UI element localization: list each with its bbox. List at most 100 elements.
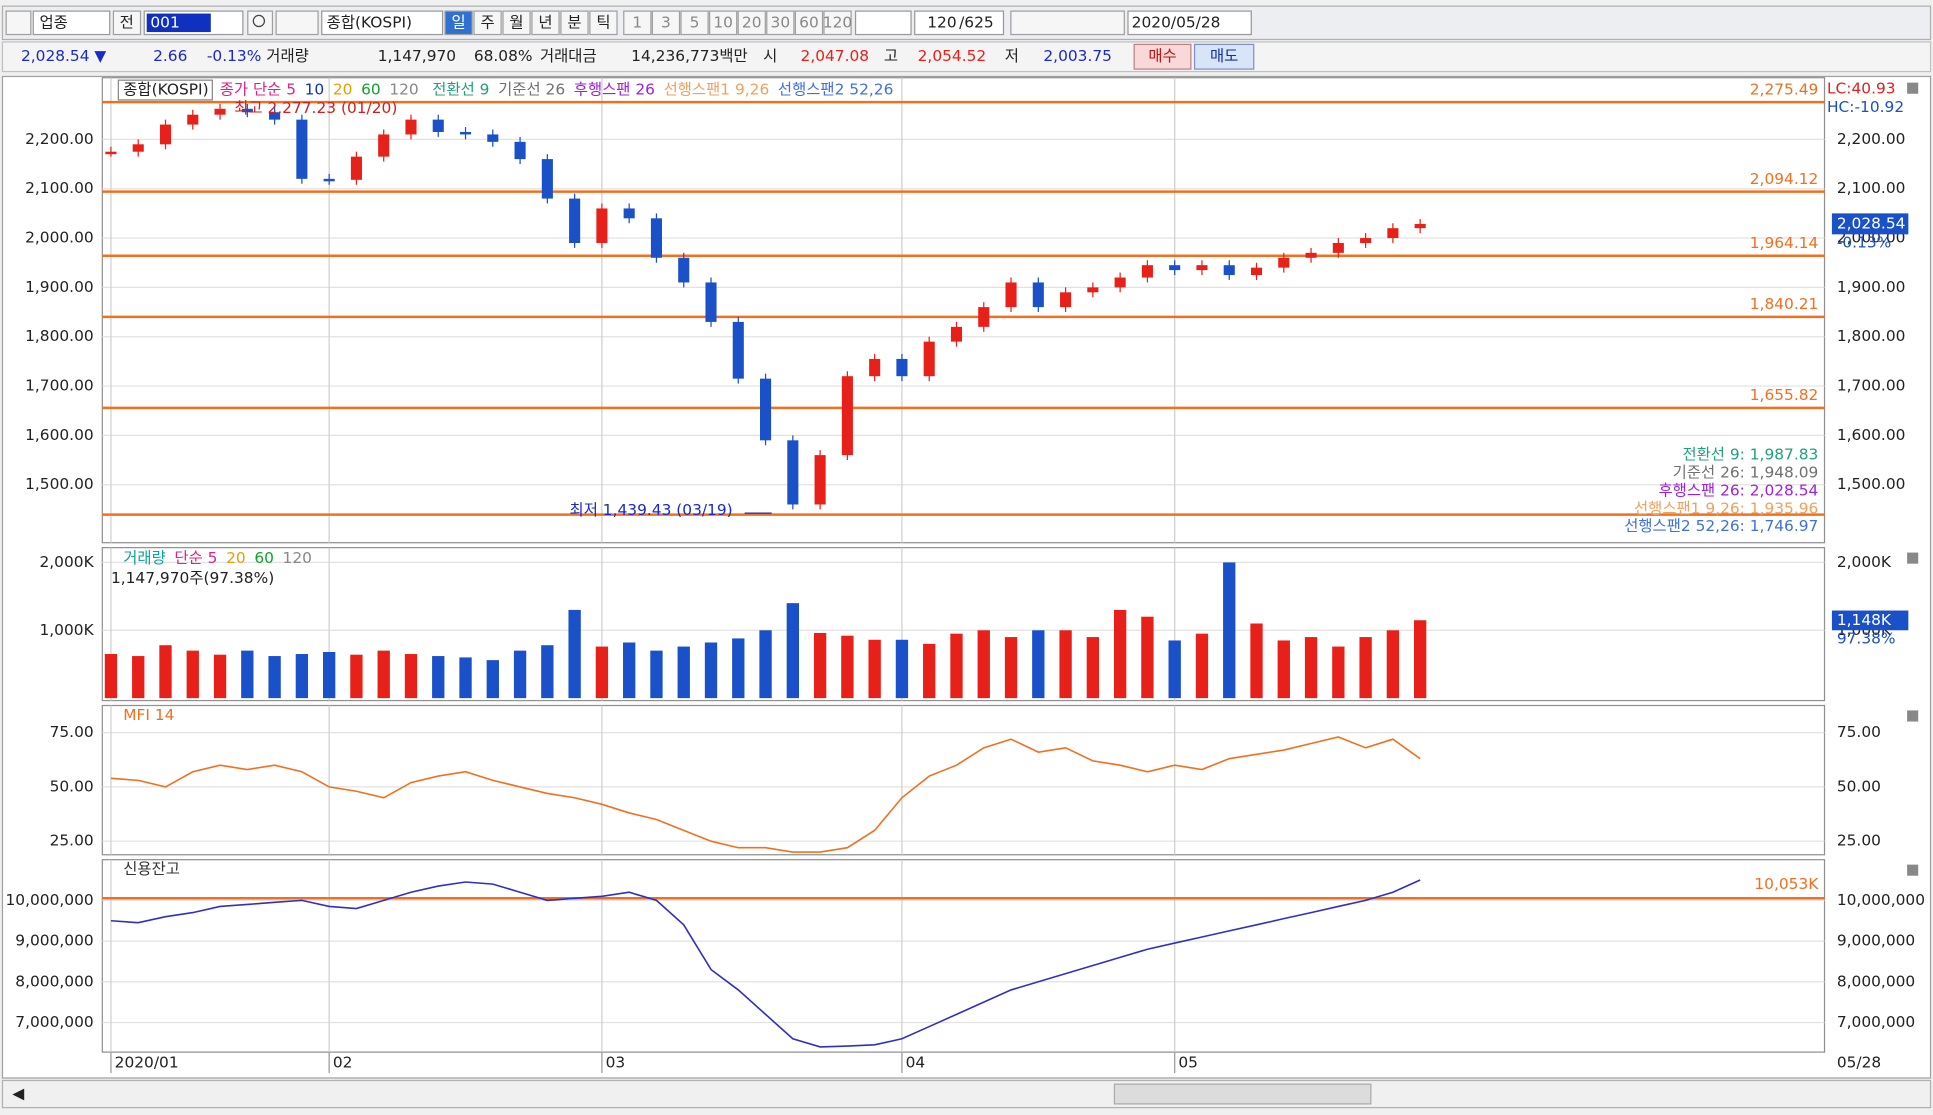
legend-entry: 20 bbox=[333, 81, 353, 99]
interval-button[interactable] bbox=[737, 10, 766, 36]
date: 2020/05/28 bbox=[1132, 13, 1221, 31]
scroll-bar[interactable] bbox=[1, 1079, 1932, 1109]
y-tick-label-right: 2,000K bbox=[1837, 553, 1892, 571]
count-field[interactable] bbox=[914, 10, 1005, 36]
sound-button[interactable] bbox=[275, 10, 319, 36]
last-change: -0.13% bbox=[1837, 233, 1892, 251]
y-tick-label-right: 8,000,000 bbox=[1837, 972, 1915, 990]
market-select[interactable] bbox=[32, 10, 111, 36]
y-tick-label-right: 25.00 bbox=[1837, 832, 1881, 850]
code: 001 bbox=[150, 13, 179, 31]
date-field[interactable] bbox=[1127, 10, 1252, 36]
volume-bar bbox=[186, 650, 199, 699]
title-box bbox=[117, 79, 213, 101]
tool-buttons[interactable] bbox=[1010, 10, 1125, 36]
candle bbox=[1278, 257, 1290, 268]
volume-bar bbox=[677, 646, 690, 699]
sell-button[interactable] bbox=[1193, 43, 1255, 70]
interval-button[interactable] bbox=[823, 10, 852, 36]
interval-button[interactable] bbox=[651, 10, 681, 36]
volume-bar bbox=[895, 639, 909, 699]
readout: 기준선 26: 1,948.09 bbox=[1673, 464, 1819, 482]
search-icon bbox=[252, 14, 266, 28]
volume-bar bbox=[868, 639, 881, 699]
volume: 1,147,970 bbox=[378, 47, 456, 65]
legend-entry: 선행스팬1 9,26 bbox=[664, 81, 770, 99]
period-button[interactable] bbox=[531, 10, 560, 36]
volume-bar bbox=[1004, 637, 1018, 699]
y-tick-label: 25.00 bbox=[50, 832, 94, 850]
candle bbox=[1060, 292, 1072, 308]
level-label: 2,275.49 bbox=[1750, 80, 1819, 98]
candle bbox=[978, 307, 990, 327]
x-tick-label: 04 bbox=[906, 1054, 926, 1072]
volume-bar bbox=[322, 651, 336, 699]
y-tick-label-right: 50.00 bbox=[1837, 777, 1881, 795]
empty-select[interactable] bbox=[854, 10, 912, 36]
candle bbox=[132, 144, 144, 152]
volume-bar bbox=[1032, 630, 1045, 699]
search-button[interactable] bbox=[247, 10, 274, 36]
candle bbox=[1414, 223, 1426, 229]
y-tick-label-right: 2,200.00 bbox=[1837, 130, 1906, 148]
high: 2,054.52 bbox=[918, 47, 987, 65]
volume-bar bbox=[923, 643, 936, 699]
level-label: 1,840.21 bbox=[1750, 295, 1819, 313]
candle bbox=[650, 218, 663, 258]
interval-button[interactable] bbox=[680, 10, 709, 36]
y-tick-label: 1,900.00 bbox=[25, 278, 94, 296]
period-button[interactable] bbox=[560, 10, 589, 36]
price: 2,028.54 ▼ bbox=[21, 47, 106, 65]
period-button[interactable] bbox=[502, 10, 531, 36]
panel-close[interactable] bbox=[1907, 864, 1919, 876]
candle bbox=[1032, 282, 1044, 308]
scroll-left[interactable]: ◀ bbox=[12, 1085, 24, 1103]
menu-button[interactable] bbox=[5, 10, 32, 36]
panel-close[interactable] bbox=[1907, 82, 1919, 94]
candle bbox=[569, 198, 581, 243]
interval-button[interactable] bbox=[623, 10, 652, 36]
volume-bar bbox=[786, 603, 799, 699]
volume-bar bbox=[1059, 630, 1072, 699]
volume-bar bbox=[1277, 640, 1290, 699]
legend-entry: 선행스팬2 52,26 bbox=[778, 81, 893, 99]
readout: 전환선 9: 1,987.83 bbox=[1682, 446, 1818, 464]
interval-button[interactable] bbox=[766, 10, 795, 36]
panel-close[interactable] bbox=[1907, 552, 1919, 564]
legend-entry: 120 bbox=[389, 81, 418, 99]
volume-bar bbox=[104, 654, 118, 699]
interval-button[interactable] bbox=[794, 10, 824, 36]
interval-button[interactable] bbox=[708, 10, 738, 36]
period-button[interactable] bbox=[473, 10, 502, 36]
y-tick-label-right: 9,000,000 bbox=[1837, 932, 1915, 950]
open: 2,047.08 bbox=[801, 47, 870, 65]
candle bbox=[705, 282, 717, 322]
candle bbox=[1360, 238, 1372, 243]
candle bbox=[896, 358, 908, 377]
volume-bar bbox=[650, 650, 663, 699]
legend-entry: 20 bbox=[226, 549, 246, 567]
volume-bar bbox=[241, 650, 254, 699]
high-note: 최고 2,277.23 (01/20) bbox=[234, 99, 397, 117]
candle bbox=[323, 178, 335, 182]
prev-button[interactable] bbox=[112, 10, 142, 36]
readout: 선행스팬2 52,26: 1,746.97 bbox=[1624, 517, 1818, 535]
period-button[interactable] bbox=[589, 10, 618, 36]
volume-note: 1,147,970주(97.38%) bbox=[111, 569, 274, 587]
candle bbox=[296, 119, 308, 179]
period-button[interactable] bbox=[444, 10, 473, 36]
buy: 매수 bbox=[1148, 47, 1176, 65]
volume-bar bbox=[486, 660, 499, 699]
candle bbox=[732, 321, 744, 379]
scroll-thumb[interactable] bbox=[1113, 1083, 1372, 1105]
sell: 매도 bbox=[1210, 47, 1238, 65]
legend-entry: 후행스팬 26 bbox=[574, 81, 655, 99]
panel-close[interactable] bbox=[1907, 710, 1919, 722]
panel bbox=[101, 704, 1826, 856]
candle bbox=[1005, 282, 1017, 308]
period: 틱 bbox=[596, 13, 610, 31]
legend-entry: 10 bbox=[305, 81, 325, 99]
last-label: 1,148K bbox=[1837, 611, 1892, 629]
candle bbox=[1141, 265, 1153, 278]
buy-button[interactable] bbox=[1133, 43, 1192, 70]
